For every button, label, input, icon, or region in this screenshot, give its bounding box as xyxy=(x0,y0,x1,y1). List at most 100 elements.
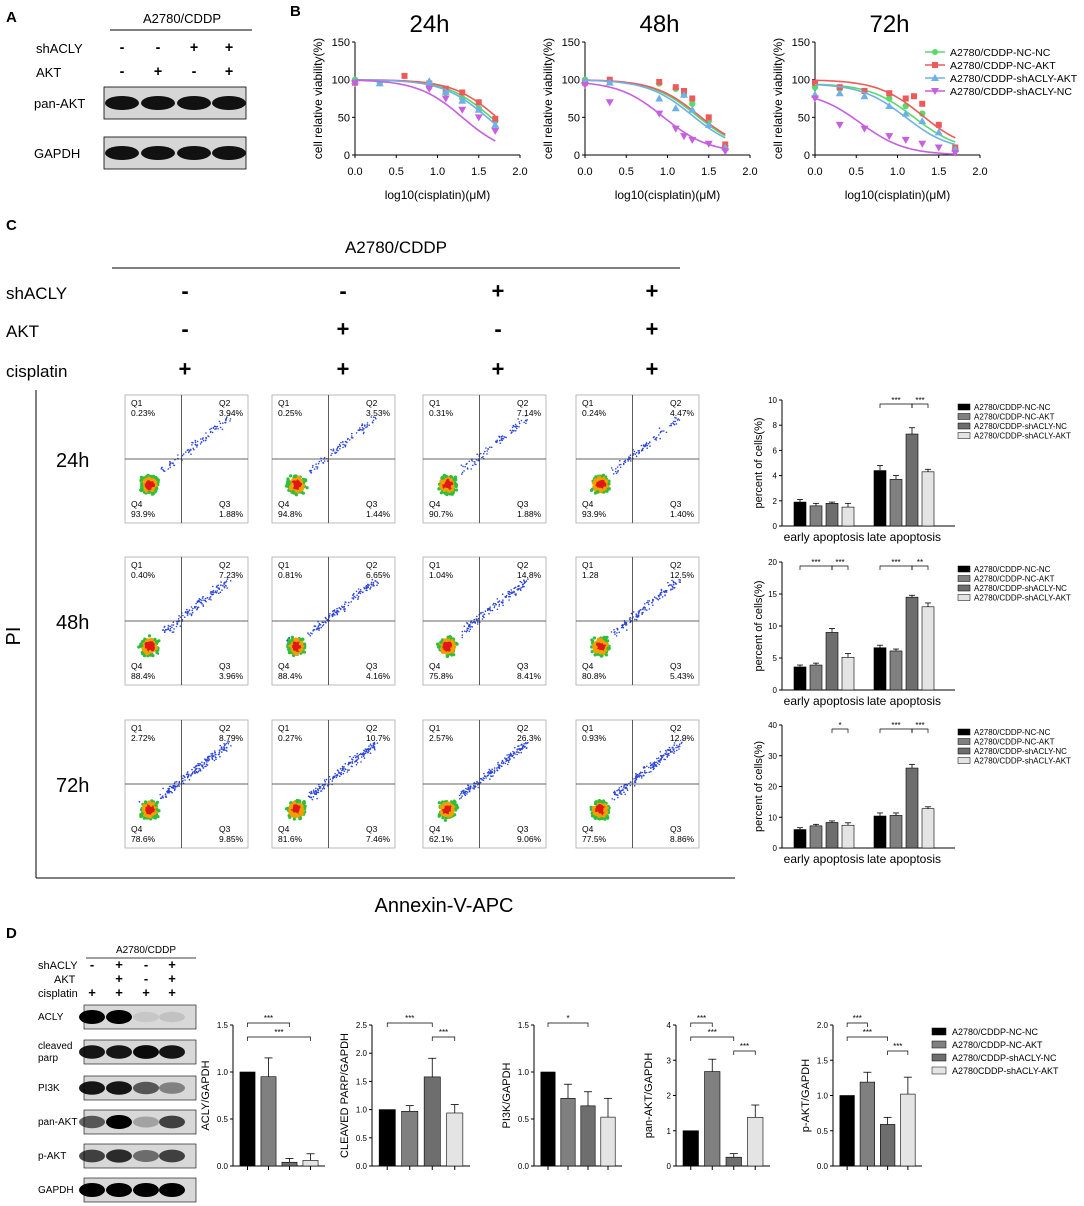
y-axis-label: cell relative viability(%) xyxy=(311,38,325,159)
event-dot xyxy=(498,605,500,607)
event-dot xyxy=(204,439,207,442)
event-dot xyxy=(298,816,303,821)
event-dot xyxy=(362,755,365,757)
event-dot xyxy=(357,592,360,594)
event-dot xyxy=(339,445,342,448)
event-dot xyxy=(315,787,317,790)
q1-label: Q1 xyxy=(131,560,143,570)
plus-sign: + xyxy=(337,356,350,381)
event-dot xyxy=(601,799,606,803)
event-dot xyxy=(190,614,193,617)
event-dot xyxy=(661,596,664,598)
event-dot xyxy=(336,769,339,771)
event-dot xyxy=(444,641,448,646)
event-dot xyxy=(667,584,670,587)
event-dot xyxy=(288,636,291,639)
event-dot xyxy=(640,450,643,452)
event-dot xyxy=(370,581,373,584)
q4-value: 88.4% xyxy=(278,671,303,681)
event-dot xyxy=(312,789,315,791)
event-dot xyxy=(508,759,510,762)
event-dot xyxy=(652,436,655,439)
event-dot xyxy=(444,482,448,487)
data-point xyxy=(704,120,713,128)
event-dot xyxy=(483,613,486,615)
event-dot xyxy=(143,487,147,491)
event-dot xyxy=(462,465,464,468)
event-dot xyxy=(209,755,211,757)
event-dot xyxy=(179,625,182,627)
event-dot xyxy=(325,778,328,781)
event-dot xyxy=(466,462,468,465)
event-dot xyxy=(597,475,602,479)
event-dot xyxy=(151,643,155,647)
event-dot xyxy=(223,742,225,745)
event-dot xyxy=(520,589,522,591)
event-dot xyxy=(182,614,184,617)
event-dot xyxy=(659,597,661,600)
event-dot xyxy=(663,591,666,593)
x-tick-label: 1.0 xyxy=(890,166,905,178)
event-dot xyxy=(514,425,516,428)
event-dot xyxy=(665,591,668,593)
event-dot xyxy=(624,621,626,624)
event-dot xyxy=(200,438,202,440)
event-dot xyxy=(159,797,162,799)
event-dot xyxy=(312,791,315,793)
event-dot xyxy=(205,601,207,603)
event-dot xyxy=(218,592,220,595)
event-dot xyxy=(665,589,668,592)
event-dot xyxy=(172,631,175,633)
event-dot xyxy=(508,599,510,601)
event-dot xyxy=(210,599,212,601)
event-dot xyxy=(628,456,630,458)
event-dot xyxy=(654,438,656,441)
event-dot xyxy=(482,452,485,455)
event-dot xyxy=(165,796,168,798)
event-dot xyxy=(664,589,667,592)
event-dot xyxy=(287,480,291,484)
data-point xyxy=(655,110,664,118)
legend-marker xyxy=(931,88,939,95)
event-dot xyxy=(476,453,479,456)
event-dot xyxy=(597,807,602,811)
event-dot xyxy=(292,800,296,805)
event-dot xyxy=(366,589,368,592)
event-dot xyxy=(302,650,306,654)
event-dot xyxy=(211,758,214,761)
event-dot xyxy=(453,481,457,485)
event-dot xyxy=(197,599,200,602)
event-dot xyxy=(320,790,323,792)
event-dot xyxy=(211,752,214,755)
event-dot xyxy=(477,459,480,462)
event-dot xyxy=(292,641,296,645)
event-dot xyxy=(501,602,504,604)
event-dot xyxy=(516,753,518,756)
event-dot xyxy=(616,632,618,634)
event-dot xyxy=(143,478,147,483)
event-dot xyxy=(357,597,360,599)
q2-value: 7.14% xyxy=(517,408,542,418)
panel-c-header: A2780/CDDP shACLY AKT cisplatin - - + +- + - +… xyxy=(6,238,680,381)
annexin-axis-label: Annexin-V-APC xyxy=(375,895,514,917)
x-tick-label: 2.0 xyxy=(512,166,527,178)
event-dot xyxy=(215,586,218,588)
event-dot xyxy=(508,595,510,598)
y-tick-label: 0 xyxy=(804,150,810,162)
data-point xyxy=(918,117,927,125)
legend-marker xyxy=(932,49,938,55)
data-point xyxy=(441,87,450,95)
x-tick-label: 0.0 xyxy=(347,166,362,178)
q1-value: 0.24% xyxy=(582,408,607,418)
event-dot xyxy=(162,787,164,790)
event-dot xyxy=(209,592,212,594)
event-dot xyxy=(443,487,448,491)
event-dot xyxy=(286,478,290,482)
event-dot xyxy=(359,589,362,591)
event-dot xyxy=(206,761,208,763)
y-tick-label: 50 xyxy=(798,112,810,124)
event-dot xyxy=(325,622,327,624)
event-dot xyxy=(171,786,173,788)
event-dot xyxy=(334,451,336,454)
minus-sign: - xyxy=(192,64,197,80)
